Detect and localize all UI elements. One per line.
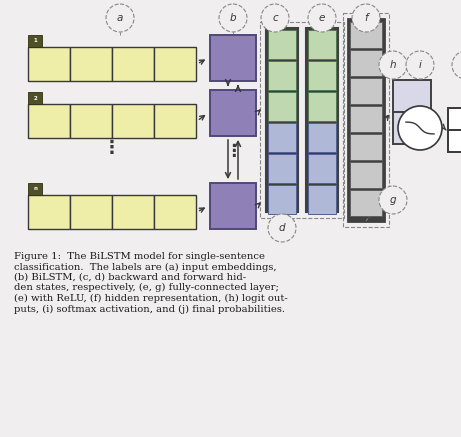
Bar	[350, 190, 382, 216]
Bar	[350, 106, 382, 132]
Bar	[28, 104, 70, 138]
Bar	[308, 30, 336, 59]
Circle shape	[268, 214, 296, 242]
Bar	[70, 104, 112, 138]
Circle shape	[398, 106, 442, 150]
Bar	[448, 130, 461, 152]
Bar	[350, 134, 382, 160]
Bar	[112, 104, 154, 138]
Circle shape	[219, 4, 247, 32]
Circle shape	[379, 51, 407, 79]
Text: Figure 1:  The BiLSTM model for single-sentence
classification.  The labels are : Figure 1: The BiLSTM model for single-se…	[14, 252, 288, 314]
Bar	[308, 154, 336, 183]
Bar	[210, 35, 256, 81]
Bar	[268, 92, 296, 121]
Bar	[350, 22, 382, 48]
Bar	[308, 123, 336, 152]
Bar	[308, 61, 336, 90]
Text: 1: 1	[33, 38, 37, 44]
Bar	[393, 80, 431, 112]
Bar	[28, 183, 42, 195]
Bar	[268, 185, 296, 214]
Circle shape	[308, 4, 336, 32]
Circle shape	[406, 51, 434, 79]
Bar	[28, 35, 42, 47]
Circle shape	[452, 51, 461, 79]
Bar	[350, 50, 382, 76]
Bar	[28, 92, 42, 104]
Bar	[154, 195, 196, 229]
Text: 2: 2	[33, 96, 37, 101]
Text: e: e	[319, 13, 325, 23]
Text: c: c	[272, 13, 278, 23]
Circle shape	[379, 186, 407, 214]
Bar	[154, 104, 196, 138]
Bar	[348, 19, 384, 221]
Bar	[28, 195, 70, 229]
Bar	[210, 90, 256, 136]
Text: n: n	[33, 187, 37, 191]
Bar	[306, 28, 338, 212]
Bar	[70, 195, 112, 229]
Text: ⋮: ⋮	[103, 139, 121, 157]
Bar	[393, 112, 431, 144]
Text: i: i	[419, 60, 421, 70]
Bar	[268, 154, 296, 183]
Bar	[308, 92, 336, 121]
Bar	[70, 47, 112, 81]
Text: ⋮: ⋮	[225, 142, 241, 160]
Bar	[210, 183, 256, 229]
Text: g: g	[390, 195, 396, 205]
Bar	[448, 108, 461, 130]
Circle shape	[106, 4, 134, 32]
Text: b: b	[230, 13, 236, 23]
Circle shape	[352, 4, 380, 32]
Bar	[343, 13, 389, 227]
Bar	[112, 195, 154, 229]
Bar	[350, 78, 382, 104]
Text: a: a	[117, 13, 123, 23]
Bar	[268, 123, 296, 152]
Bar	[154, 47, 196, 81]
Text: d: d	[279, 223, 285, 233]
Bar	[260, 22, 344, 218]
Bar	[350, 162, 382, 188]
Text: f: f	[364, 13, 368, 23]
Bar	[28, 47, 70, 81]
Bar	[112, 47, 154, 81]
Bar	[268, 30, 296, 59]
Text: h: h	[390, 60, 396, 70]
Bar	[266, 28, 298, 212]
Circle shape	[261, 4, 289, 32]
Bar	[308, 185, 336, 214]
Bar	[268, 61, 296, 90]
